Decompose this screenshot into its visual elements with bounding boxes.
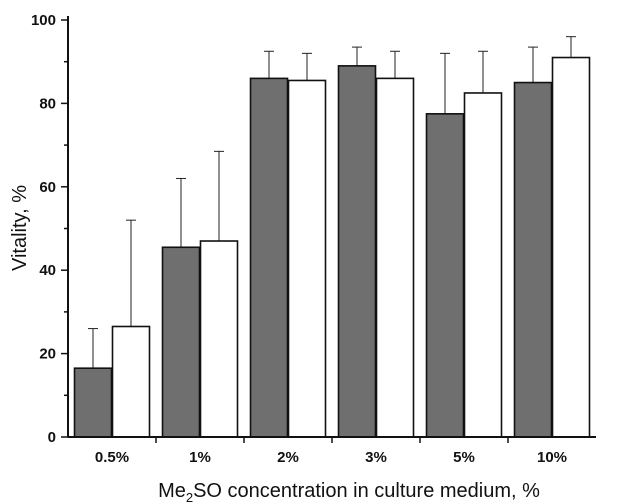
bar-series-1-2 — [161, 246, 201, 438]
axes-layer — [61, 16, 596, 443]
bar-series-2-1 — [111, 325, 151, 438]
y-tick-label: 60 — [39, 179, 56, 196]
y-tick-label: 0 — [48, 429, 56, 446]
y-tick-label: 80 — [39, 95, 56, 112]
bar-series-2-2 — [199, 240, 239, 438]
x-tick-label: 3% — [365, 449, 387, 466]
x-tick-label: 2% — [277, 449, 299, 466]
bar-series-2-4 — [375, 77, 415, 438]
bar-series-1-6 — [513, 81, 553, 438]
bar-series-1-4 — [337, 65, 377, 438]
bar-series-2-5 — [463, 92, 503, 438]
bars-layer — [73, 36, 591, 438]
x-tick-label: 10% — [537, 449, 567, 466]
x-axis-title-part-2: SO concentration in culture medium, % — [193, 480, 540, 502]
x-axis-title-subscript: 2 — [186, 490, 193, 504]
x-tick-label: 0.5% — [95, 449, 129, 466]
bar-series-1-5 — [425, 113, 465, 438]
y-tick-label: 100 — [31, 12, 56, 29]
bar-series-1-1 — [73, 367, 113, 438]
y-axis-title: Vitality, % — [9, 185, 31, 271]
y-tick-label: 40 — [39, 262, 56, 279]
bar-series-1-3 — [249, 77, 289, 438]
labels-layer: 0.5% 1% 2% 3% 5% 10% 0 20 40 60 80 100 — [31, 12, 567, 466]
bar-series-2-3 — [287, 79, 327, 438]
x-tick-label: 5% — [453, 449, 475, 466]
x-axis-title: Me2SO concentration in culture medium, % — [158, 480, 540, 504]
x-axis-title-part-1: Me — [158, 480, 186, 502]
x-tick-label: 1% — [189, 449, 211, 466]
bar-series-2-6 — [551, 56, 591, 438]
y-tick-label: 20 — [39, 346, 56, 363]
